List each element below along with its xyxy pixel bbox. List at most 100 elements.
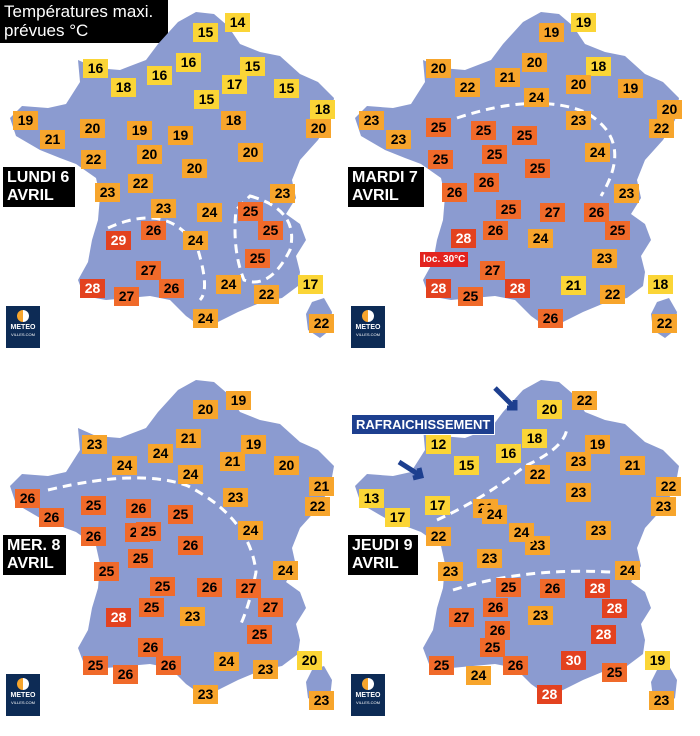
temperature-box: 12 [426,435,451,454]
temperature-box: 27 [480,261,505,280]
temperature-box: 26 [81,527,106,546]
temperature-box: 21 [561,276,586,295]
temperature-box: 24 [183,231,208,250]
temperature-box: 26 [483,598,508,617]
temperature-box: 20 [566,75,591,94]
temperature-box: 28 [591,625,616,644]
temperature-box: 19 [127,121,152,140]
temperature-box: 25 [128,549,153,568]
temperature-box: 22 [600,285,625,304]
map-panel-monday: LUNDI 6 AVRIL METEO VILLES.COM 14 15 16 16 16 15 1… [0,0,345,368]
map-panel-tuesday: MARDI 7 AVRIL METEO VILLES.COM loc. 30°C 19 19… [345,0,690,368]
temperature-box: 20 [238,143,263,162]
temperature-box: 16 [176,53,201,72]
temperature-box: 23 [566,483,591,502]
temperature-box: 20 [274,456,299,475]
temperature-box: 20 [182,159,207,178]
temperature-box: 25 [428,150,453,169]
temperature-box: 24 [524,88,549,107]
temperature-box: 20 [137,145,162,164]
temperature-box: 25 [258,221,283,240]
temperature-box: 20 [537,400,562,419]
map-panel-thursday: JEUDI 9 AVRIL METEO VILLES.COM RAFRAICHISSEM… [345,368,690,736]
meteo-villes-logo: METEO VILLES.COM [351,306,385,348]
temperature-box: 26 [485,621,510,640]
logo-text: METEO [355,692,381,699]
temperature-box: 30 [561,651,586,670]
temperature-box: 18 [586,57,611,76]
temperature-box: 23 [438,562,463,581]
mainland-france [10,380,334,694]
temperature-box: 23 [528,606,553,625]
cold-air-arrow-icon [493,386,517,410]
temperature-box: 24 [615,561,640,580]
temperature-box: 28 [80,279,105,298]
temperature-box: 23 [223,488,248,507]
temperature-box: 28 [537,685,562,704]
temperature-box: 25 [426,118,451,137]
temperature-box: 16 [83,59,108,78]
logo-text: METEO [10,692,36,699]
air-mass-boundary-line [436,427,569,522]
temperature-box: 24 [148,444,173,463]
temperature-box: 26 [584,203,609,222]
temperature-box: 26 [156,656,181,675]
temperature-box: 23 [651,497,676,516]
temperature-box: 22 [455,78,480,97]
temperature-box: 14 [225,13,250,32]
temperature-box: 24 [273,561,298,580]
logo-subtext: VILLES.COM [10,700,35,705]
temperature-box: 25 [512,126,537,145]
temperature-box: 20 [426,59,451,78]
temperature-box: 24 [112,456,137,475]
temperature-box: 24 [216,275,241,294]
temperature-box: 24 [466,666,491,685]
temperature-box: 21 [220,452,245,471]
logo-subtext: VILLES.COM [355,700,380,705]
temperature-box: 23 [614,184,639,203]
day-name: JEUDI 9 [352,537,413,554]
day-label-tuesday: MARDI 7 AVRIL [348,167,424,207]
temperature-box: 23 [270,184,295,203]
temperature-box: 24 [482,505,507,524]
temperature-box: 27 [114,287,139,306]
cooling-annotation: RAFRAICHISSEMENT [351,414,496,435]
temperature-box: 22 [572,391,597,410]
temperature-box: 26 [483,221,508,240]
temperature-box: 27 [136,261,161,280]
temperature-box: 28 [602,599,627,618]
temperature-box: 23 [566,111,591,130]
temperature-box: 26 [141,221,166,240]
logo-text: METEO [355,324,381,331]
temperature-box: 28 [426,279,451,298]
temperature-box: 19 [585,435,610,454]
temperature-box: 18 [111,78,136,97]
temperature-box: 23 [566,452,591,471]
month-name: AVRIL [7,187,54,204]
day-label-wednesday: MER. 8 AVRIL [3,535,67,575]
temperature-box: 25 [238,202,263,221]
temperature-box: 25 [83,656,108,675]
temperature-box: 17 [385,508,410,527]
temperature-box: 27 [258,598,283,617]
temperature-box: 24 [585,143,610,162]
temperature-box: 28 [585,579,610,598]
air-mass-boundary-line [452,569,636,592]
air-mass-boundary-line [107,216,206,302]
temperature-box: 19 [618,79,643,98]
logo-subtext: VILLES.COM [10,332,35,337]
air-mass-boundary-line [233,194,294,284]
temperature-box: 17 [222,75,247,94]
temperature-box: 25 [168,505,193,524]
temperature-box: 23 [82,435,107,454]
temperature-box: 22 [305,497,330,516]
month-name: AVRIL [352,555,399,572]
cold-air-arrow-icon [397,459,423,479]
temperature-box: 21 [176,429,201,448]
temperature-box: 25 [496,200,521,219]
temperature-box: 27 [449,608,474,627]
meteo-villes-logo: METEO VILLES.COM [6,674,40,716]
meteo-villes-logo: METEO VILLES.COM [351,674,385,716]
temperature-box: 18 [648,275,673,294]
temperature-box: 17 [425,496,450,515]
